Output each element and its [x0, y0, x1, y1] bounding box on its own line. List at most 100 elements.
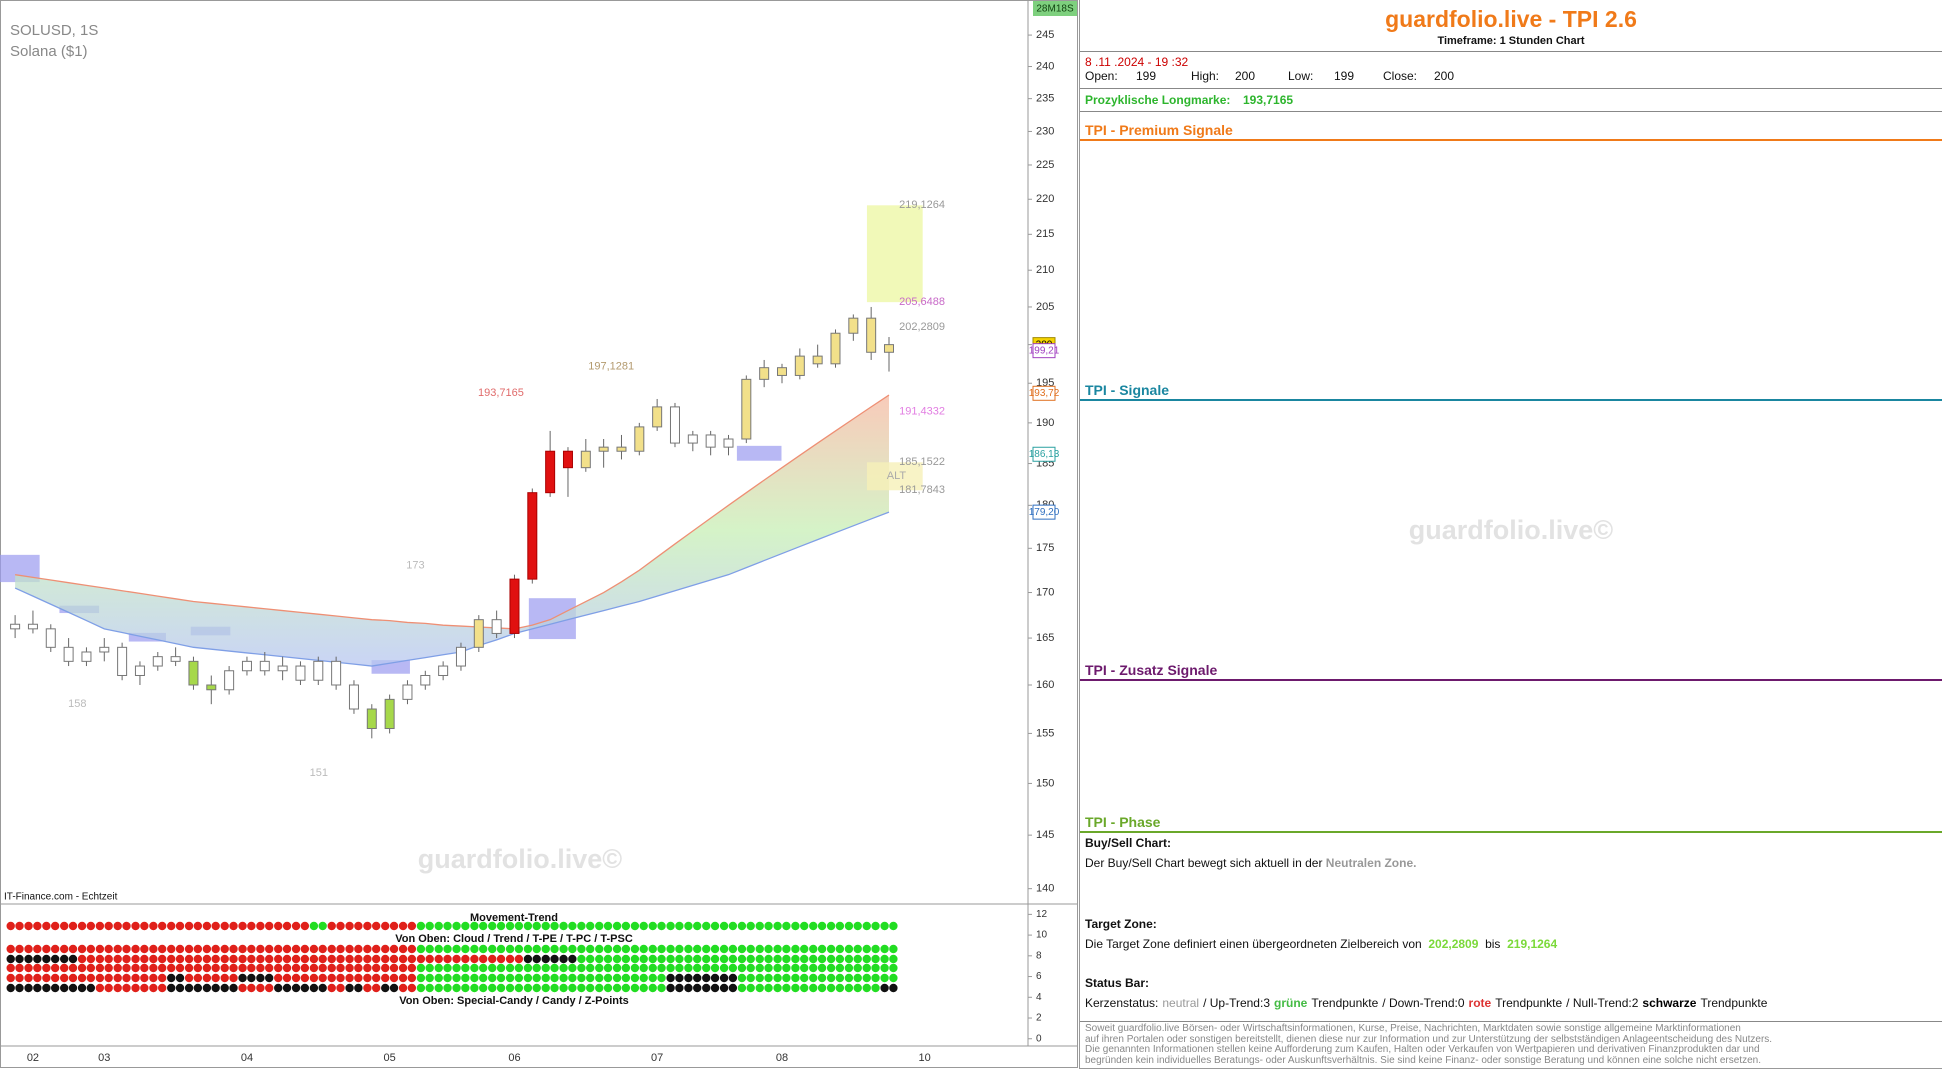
trend-dot [282, 954, 292, 964]
trend-dot [496, 921, 506, 931]
trend-dot [113, 921, 122, 931]
candle-body [455, 646, 466, 667]
trend-dot [488, 954, 497, 964]
trend-dot [300, 954, 310, 964]
ohlc-label: Low: [1288, 69, 1314, 83]
trend-dot [381, 983, 390, 993]
trend-dot [470, 921, 479, 931]
trend-dot [122, 921, 131, 931]
candle-body [491, 619, 502, 634]
section-title: TPI - Signale [1085, 382, 1170, 398]
trend-dot [371, 954, 381, 964]
y-tick-label: 165 [1036, 632, 1054, 644]
trend-dot [425, 944, 434, 954]
trend-dot [131, 944, 140, 954]
trend-dot [630, 944, 640, 954]
trend-dot [496, 963, 506, 973]
trend-dot [238, 944, 247, 954]
trend-dot [68, 963, 78, 973]
trend-dot [479, 954, 488, 964]
trend-dot [291, 963, 301, 973]
trend-dot [835, 973, 845, 983]
trend-dot [113, 973, 122, 983]
trend-dot [728, 954, 738, 964]
trend-dot [523, 944, 533, 954]
trend-dot [630, 954, 640, 964]
trend-dot [595, 983, 604, 993]
trend-dot [86, 963, 96, 973]
candle-body [348, 684, 359, 710]
trend-dot [603, 973, 613, 983]
text: bis [1485, 937, 1501, 951]
trend-dot [523, 963, 533, 973]
trend-dot [648, 954, 657, 964]
trend-dot [389, 944, 399, 954]
trend-dot [835, 921, 845, 931]
trend-dot [800, 944, 809, 954]
trend-dot [488, 963, 497, 973]
symbol: SOLUSD, 1S [10, 22, 98, 39]
status-part: schwarze [1642, 996, 1697, 1010]
candle-body [705, 434, 716, 448]
trend-dot [131, 963, 140, 973]
trend-dot [336, 983, 345, 993]
price-badge [1032, 446, 1056, 462]
trend-dot [755, 963, 764, 973]
status-part: Kerzenstatus: [1085, 996, 1159, 1010]
candle-body [384, 698, 395, 730]
trend-dot [782, 954, 791, 964]
trend-dot [675, 921, 684, 931]
trend-dot [541, 921, 550, 931]
trend-dot [238, 973, 247, 983]
x-tick-label: 06 [508, 1052, 520, 1064]
trend-dot [345, 973, 354, 983]
trend-dot [42, 944, 51, 954]
trend-dot [764, 921, 773, 931]
trend-dot [50, 954, 60, 964]
trend-dot [541, 983, 550, 993]
candle-body [652, 406, 663, 428]
trend-dot [826, 963, 836, 973]
trend-dot [50, 973, 60, 983]
trend-dot [639, 983, 648, 993]
trend-dot [621, 963, 631, 973]
trend-dot [479, 983, 488, 993]
candle-body [759, 367, 770, 380]
candle-body [45, 628, 56, 648]
candle-body [81, 651, 92, 662]
trend-dot [256, 983, 265, 993]
trend-dot [336, 963, 345, 973]
trend-dot [853, 944, 862, 954]
trend-dot [33, 944, 42, 954]
status-part: Trendpunkte [1700, 996, 1768, 1010]
trend-dot [416, 944, 426, 954]
trend-dot [844, 963, 854, 973]
trend-dot [461, 944, 470, 954]
trend-dot [488, 944, 497, 954]
trend-dot [211, 973, 220, 983]
trend-dot [381, 963, 390, 973]
trend-dot [532, 973, 541, 983]
trend-dot [586, 963, 595, 973]
trend-dot [256, 921, 265, 931]
trend-dot [755, 973, 764, 983]
trend-dot [666, 973, 675, 983]
trend-dot [889, 954, 898, 964]
divider [1080, 111, 1942, 112]
trend-dot [167, 973, 176, 983]
divider [1080, 1021, 1942, 1022]
trend-dot [675, 963, 684, 973]
trend-dot [122, 954, 131, 964]
ohlc-label: Open: [1085, 69, 1118, 83]
trend-dot [737, 954, 747, 964]
trend-dot [586, 921, 595, 931]
level-label: 219,1264 [899, 199, 945, 211]
trend-dot [800, 954, 809, 964]
trend-dot [336, 944, 345, 954]
candle-body [420, 674, 431, 686]
trend-dot [835, 963, 845, 973]
candle-body [741, 378, 752, 440]
trend-dot [461, 921, 470, 931]
trend-dot [657, 963, 666, 973]
trend-dot [586, 983, 595, 993]
